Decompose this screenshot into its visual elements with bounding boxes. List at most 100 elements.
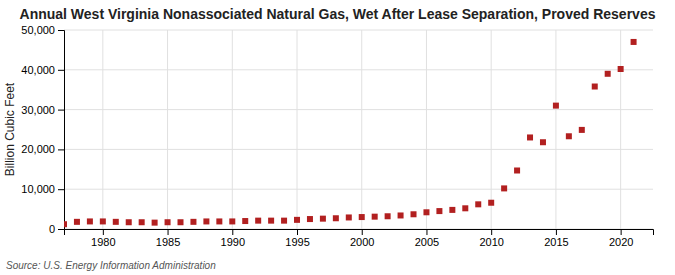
marks [64, 39, 637, 227]
grid-line-y [64, 189, 653, 190]
title: Annual West Virginia Nonassociated Natur… [20, 6, 656, 22]
point [216, 218, 222, 224]
x-tick-label: 2010 [479, 236, 503, 248]
x-tick-mark [621, 229, 622, 235]
x-tick-label: 2020 [609, 236, 633, 248]
y-axis-line [58, 31, 65, 230]
grid-line-x [102, 30, 103, 229]
x-tick-label: 2000 [350, 236, 374, 248]
point [113, 219, 119, 225]
point [527, 134, 533, 140]
y-tick-label: 50,000 [21, 24, 55, 36]
y-tick-mark [58, 30, 64, 31]
point [579, 127, 585, 133]
y-tick-label: 40,000 [21, 64, 55, 76]
point [178, 219, 184, 225]
point [592, 84, 598, 90]
plot-area: 1980 1985 1990 1995 2000 2005 2010 2015 2020 0 10,… [21, 24, 653, 248]
x-tick: 2015 [544, 229, 568, 248]
point [411, 211, 417, 217]
y-tick-mark [58, 189, 64, 190]
y-tick: 30,000 [21, 104, 64, 116]
grid-line-y [64, 149, 653, 150]
grid-line-x [167, 30, 168, 229]
x-tick: 1980 [91, 229, 115, 248]
x-tick-mark [556, 229, 557, 235]
point [268, 218, 274, 224]
point [540, 139, 546, 145]
x-tick: 1990 [221, 229, 245, 248]
point [139, 219, 145, 225]
chart-container: 1980 1985 1990 1995 2000 2005 2010 2015 2020 0 10,… [0, 0, 675, 275]
point [475, 201, 481, 207]
chart-svg: 1980 1985 1990 1995 2000 2005 2010 2015 2020 0 10,… [0, 0, 675, 275]
y-tick: 20,000 [21, 143, 64, 155]
source-note: Source: U.S. Energy Information Administ… [6, 260, 216, 271]
point [152, 220, 158, 226]
point [566, 133, 572, 139]
point [605, 71, 611, 77]
point [436, 208, 442, 214]
point [64, 221, 67, 227]
y-axis: 0 10,000 20,000 30,000 40,000 50,000 [21, 24, 64, 235]
point [87, 218, 93, 224]
point [203, 218, 209, 224]
point [423, 209, 429, 215]
y-tick: 50,000 [21, 24, 64, 36]
grid-line-y [64, 30, 653, 31]
point [372, 214, 378, 220]
point [449, 207, 455, 213]
y-tick: 10,000 [21, 183, 64, 195]
x-tick-mark [491, 229, 492, 235]
grid-line-x [232, 30, 233, 229]
x-tick: 1985 [156, 229, 180, 248]
grid-line-x [426, 30, 427, 229]
point [514, 167, 520, 173]
x-tick: 2010 [479, 229, 503, 248]
x-axis-line [65, 230, 654, 236]
point [74, 219, 80, 225]
point [190, 219, 196, 225]
point [398, 212, 404, 218]
y-tick-label: 0 [49, 223, 55, 235]
x-tick: 1995 [285, 229, 309, 248]
point [165, 219, 171, 225]
point [462, 205, 468, 211]
x-tick-label: 2005 [415, 236, 439, 248]
point [307, 216, 313, 222]
x-tick-label: 1980 [91, 236, 115, 248]
grid-line-x [620, 30, 621, 229]
point [631, 39, 637, 45]
y-tick: 0 [49, 223, 64, 235]
point [359, 214, 365, 220]
grid-line-y [64, 69, 653, 70]
x-tick: 2020 [609, 229, 633, 248]
point [385, 213, 391, 219]
x-tick-label: 1985 [156, 236, 180, 248]
point [553, 103, 559, 109]
x-tick-label: 1990 [221, 236, 245, 248]
grid-line-y [64, 109, 653, 110]
point [333, 215, 339, 221]
x-tick-mark [426, 229, 427, 235]
x-axis: 1980 1985 1990 1995 2000 2005 2010 2015 2020 [65, 229, 654, 248]
x-tick-mark [168, 229, 169, 235]
point [255, 218, 261, 224]
point [320, 216, 326, 222]
y-tick: 40,000 [21, 64, 64, 76]
point [294, 217, 300, 223]
grid-line-x [361, 30, 362, 229]
y-tick-mark [58, 229, 64, 230]
y-tick-label: 20,000 [21, 143, 55, 155]
point [100, 218, 106, 224]
x-tick-mark [103, 229, 104, 235]
x-tick: 2000 [350, 229, 374, 248]
x-tick-mark [297, 229, 298, 235]
point [501, 185, 507, 191]
grid-line-x [555, 30, 556, 229]
grid [64, 30, 653, 229]
point [229, 218, 235, 224]
x-tick-label: 1995 [285, 236, 309, 248]
y-tick-mark [58, 110, 64, 111]
y-tick-mark [58, 70, 64, 71]
